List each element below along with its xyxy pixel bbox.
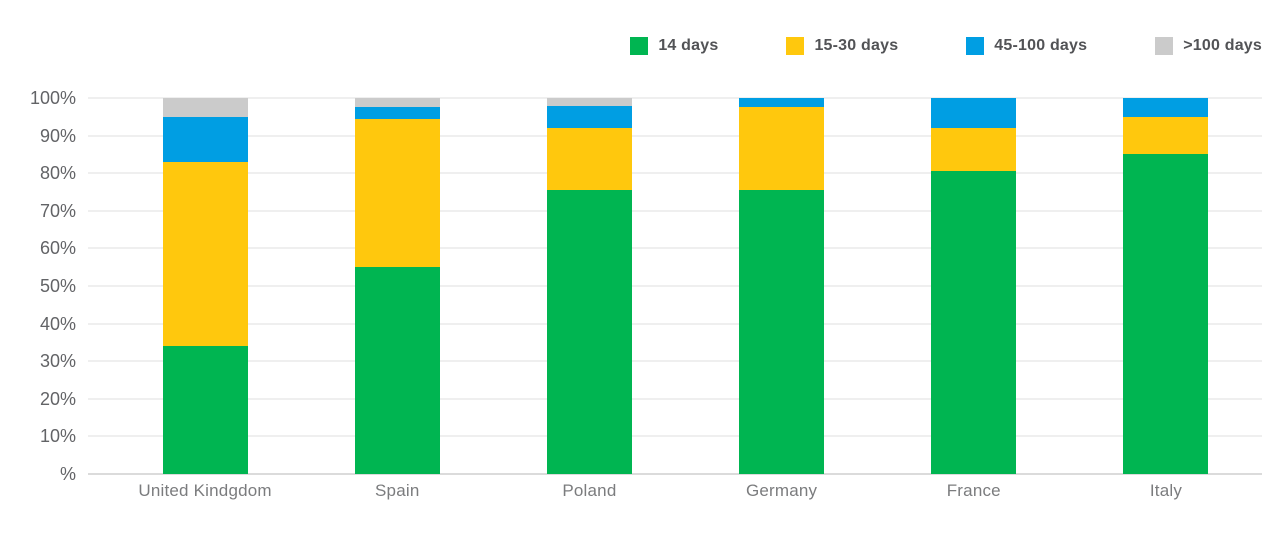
bar-segment-14-days [739, 190, 825, 474]
x-axis-baseline [88, 473, 1262, 475]
bar-segment-14-days [162, 346, 248, 474]
stacked-bar-spain [354, 98, 440, 474]
gridline [88, 247, 1262, 250]
legend-item-1: 14 days [630, 37, 718, 55]
y-axis-tick-label: 10% [39, 426, 76, 447]
gridline [88, 397, 1262, 400]
bar-segment-45-100-days [354, 107, 440, 119]
chart-legend: 14 days 15-30 days 45-100 days >100 days [630, 37, 1262, 55]
gridline [88, 134, 1262, 137]
gridline [88, 97, 1262, 99]
bar-segment-14-days [1123, 154, 1209, 474]
gridline [88, 209, 1262, 212]
x-axis-labels: United Kindgdom Spain Poland Germany France I… [109, 481, 1262, 501]
bar-segment-45-100-days [546, 105, 632, 129]
y-axis-tick-label: 20% [39, 388, 76, 409]
legend-label: 15-30 days [814, 37, 899, 54]
y-axis-tick-label: 60% [39, 238, 76, 259]
stacked-bar-italy [1123, 98, 1209, 474]
y-axis-tick-label: 90% [39, 125, 76, 146]
legend-label: >100 days [1183, 37, 1262, 54]
legend-swatch-icon [630, 37, 649, 55]
stacked-bar-germany [739, 98, 825, 474]
bar-slot-united-kindgdom [109, 98, 301, 474]
bar-segment-15-30-days [1123, 116, 1209, 155]
bar-segment-15-30-days [739, 107, 825, 191]
bar-segment--100-days [354, 98, 440, 108]
bars-container [109, 98, 1262, 474]
stacked-bar-poland [546, 98, 632, 474]
x-axis-category-label: Italy [1149, 481, 1183, 500]
gridline [88, 322, 1262, 325]
bar-segment-14-days [354, 267, 440, 474]
stacked-bar-france [931, 98, 1017, 474]
y-axis-tick-label: 50% [39, 276, 76, 296]
x-axis-category-label: Germany [745, 481, 818, 500]
y-axis-tick-label: % [59, 464, 76, 484]
y-axis-tick-label: 80% [39, 163, 76, 184]
legend-item-4: >100 days [1155, 37, 1262, 55]
bar-segment-45-100-days [739, 98, 825, 108]
bar-slot-france [878, 98, 1070, 474]
legend-item-2: 15-30 days [786, 37, 898, 55]
bar-segment-15-30-days [162, 161, 248, 347]
bar-slot-spain [301, 98, 493, 474]
legend-label: 45-100 days [994, 37, 1088, 54]
bar-slot-italy [1070, 98, 1262, 474]
bar-slot-poland [493, 98, 685, 474]
bar-segment--100-days [546, 98, 632, 106]
gridline [88, 172, 1262, 175]
legend-swatch-icon [786, 37, 805, 55]
bar-segment-15-30-days [354, 118, 440, 268]
plot-area [88, 97, 1262, 475]
legend-swatch-icon [1155, 37, 1174, 55]
legend-label: 14 days [658, 37, 719, 54]
bar-segment-15-30-days [546, 128, 632, 191]
stacked-bar-united-kindgdom [162, 98, 248, 474]
bar-segment-15-30-days [931, 128, 1017, 172]
y-axis-tick-label: 100% [29, 88, 76, 108]
x-axis-category-label: Spain [375, 481, 420, 500]
bar-segment-14-days [546, 190, 632, 474]
gridline [88, 360, 1262, 363]
x-axis-category-label: Poland [562, 481, 617, 500]
legend-swatch-icon [966, 37, 985, 55]
y-axis-tick-label: 40% [39, 313, 76, 334]
x-axis-category-label: France [946, 481, 1001, 500]
bar-segment-45-100-days [162, 116, 248, 162]
y-axis-tick-label: 30% [39, 351, 76, 372]
gridline [88, 285, 1262, 287]
bar-segment-45-100-days [1123, 98, 1209, 117]
bar-segment-14-days [931, 171, 1017, 474]
bar-slot-germany [686, 98, 878, 474]
bar-segment--100-days [162, 98, 248, 117]
legend-item-3: 45-100 days [966, 37, 1087, 55]
bar-segment-45-100-days [931, 98, 1017, 129]
x-axis-category-label: United Kindgdom [138, 481, 272, 500]
y-axis-tick-label: 70% [39, 200, 76, 221]
gridline [88, 435, 1262, 438]
